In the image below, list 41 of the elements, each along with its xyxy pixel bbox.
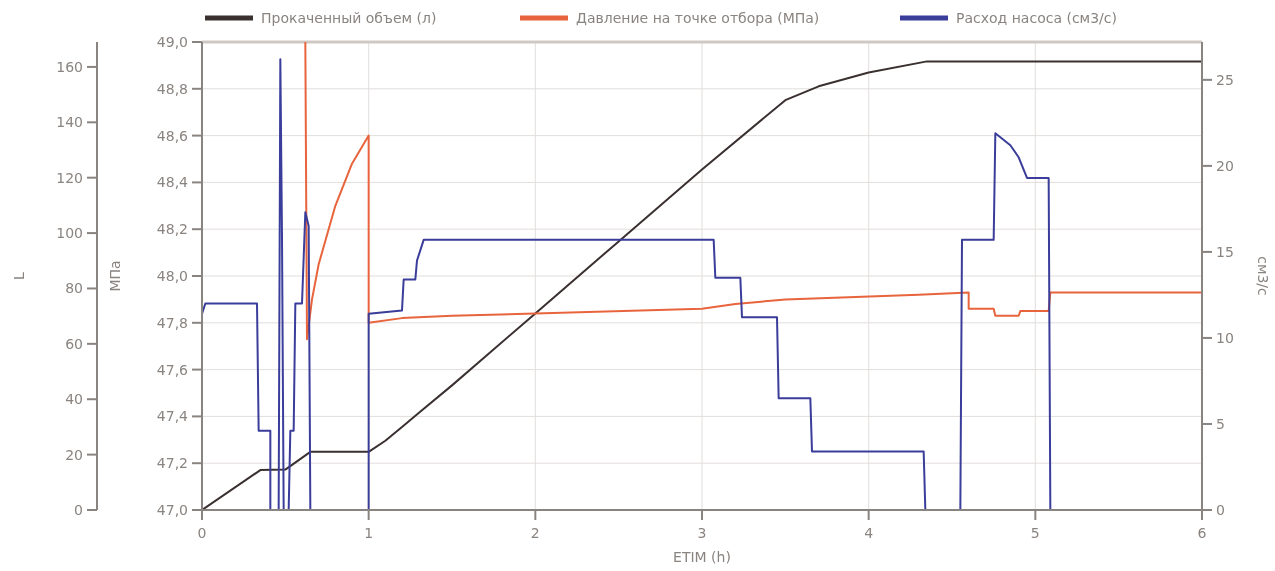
y3-tick-label: 140: [56, 114, 83, 131]
y-tick-label: 47,2: [156, 455, 188, 472]
legend-label: Прокаченный объем (л): [261, 9, 437, 26]
x-tick-label: 1: [364, 525, 374, 541]
y-tick-label: 49,0: [156, 33, 188, 50]
legend-label: Расход насоса (см3/с): [956, 9, 1117, 26]
y3-tick-label: 160: [56, 58, 83, 75]
y-tick-label: 48,8: [156, 80, 188, 97]
y3-tick-label: 20: [65, 446, 83, 463]
y3-tick-label: 80: [65, 280, 83, 297]
x-tick-label: 3: [697, 525, 707, 541]
line-series: [304, 42, 1202, 341]
x-axis-title: ETIM (h): [673, 549, 731, 565]
y3-tick-label: 0: [74, 501, 83, 518]
y2-tick-label: 0: [1216, 501, 1225, 518]
y3-tick-label: 60: [65, 335, 83, 352]
x-tick-label: 0: [197, 525, 207, 541]
y3-axis-title: L: [11, 271, 27, 280]
x-tick-label: 5: [1030, 525, 1040, 541]
x-tick-label: 2: [530, 525, 540, 541]
y-tick-label: 48,2: [156, 221, 188, 238]
y2-axis-title: см3/с: [1255, 256, 1271, 296]
y-tick-label: 47,6: [156, 361, 189, 378]
y-axis-title: МПа: [107, 260, 123, 292]
y2-tick-label: 20: [1216, 157, 1234, 174]
y2-tick-label: 5: [1216, 415, 1225, 432]
y-tick-label: 48,0: [156, 267, 188, 284]
y-tick-label: 47,4: [156, 408, 189, 425]
y-tick-label: 48,6: [156, 127, 189, 144]
y3-tick-label: 120: [56, 169, 83, 186]
y-tick-label: 47,8: [156, 314, 188, 331]
y3-tick-label: 40: [65, 391, 83, 408]
y-tick-label: 48,4: [156, 174, 189, 191]
x-tick-label: 6: [1197, 525, 1207, 541]
y3-tick-label: 100: [56, 224, 83, 241]
y2-tick-label: 25: [1216, 71, 1234, 88]
y-tick-label: 47,0: [156, 501, 188, 518]
legend-label: Давление на точке отбора (МПа): [576, 9, 820, 26]
x-tick-label: 4: [864, 525, 874, 541]
y2-tick-label: 15: [1216, 243, 1234, 260]
y2-tick-label: 10: [1216, 329, 1234, 346]
